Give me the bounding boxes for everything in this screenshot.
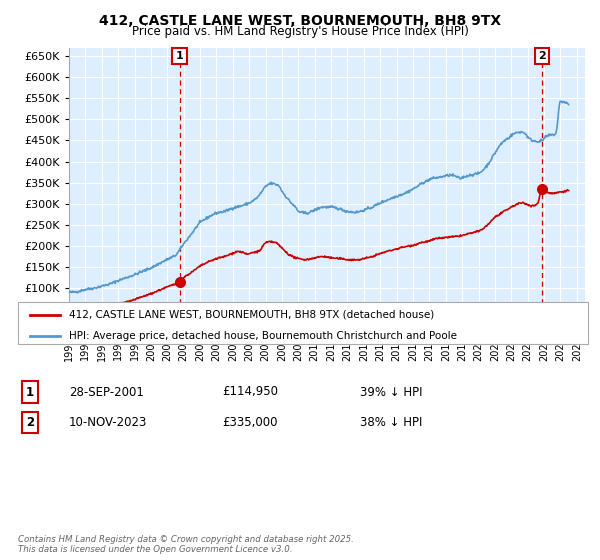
- Text: 2: 2: [538, 51, 545, 61]
- Text: 39% ↓ HPI: 39% ↓ HPI: [360, 385, 422, 399]
- Text: 412, CASTLE LANE WEST, BOURNEMOUTH, BH8 9TX (detached house): 412, CASTLE LANE WEST, BOURNEMOUTH, BH8 …: [69, 310, 434, 320]
- Text: £335,000: £335,000: [222, 416, 277, 430]
- Text: Price paid vs. HM Land Registry's House Price Index (HPI): Price paid vs. HM Land Registry's House …: [131, 25, 469, 38]
- Text: HPI: Average price, detached house, Bournemouth Christchurch and Poole: HPI: Average price, detached house, Bour…: [69, 330, 457, 340]
- Text: 28-SEP-2001: 28-SEP-2001: [69, 385, 144, 399]
- Text: 1: 1: [26, 385, 34, 399]
- Text: 2: 2: [26, 416, 34, 430]
- Text: 412, CASTLE LANE WEST, BOURNEMOUTH, BH8 9TX: 412, CASTLE LANE WEST, BOURNEMOUTH, BH8 …: [99, 14, 501, 28]
- Text: 1: 1: [176, 51, 184, 61]
- Text: 38% ↓ HPI: 38% ↓ HPI: [360, 416, 422, 430]
- Text: £114,950: £114,950: [222, 385, 278, 399]
- Text: 10-NOV-2023: 10-NOV-2023: [69, 416, 148, 430]
- Text: Contains HM Land Registry data © Crown copyright and database right 2025.
This d: Contains HM Land Registry data © Crown c…: [18, 535, 354, 554]
